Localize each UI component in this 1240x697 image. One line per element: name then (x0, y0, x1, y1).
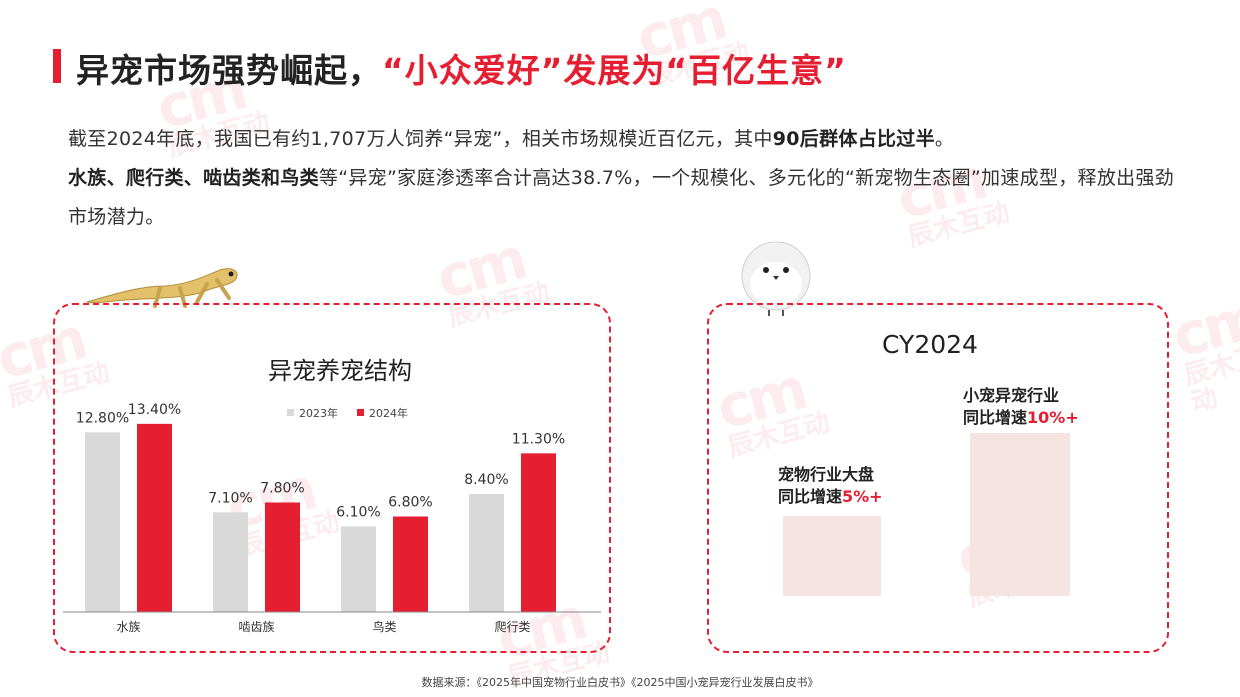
chart-legend: 2023年 2024年 (287, 406, 408, 420)
intro-line2-b: 等“异宠”家庭渗透率合计高达38.7%，一个规模化、多元化的“新宠物生态圈”加速… (68, 167, 1175, 228)
category-label-3: 爬行类 (494, 620, 530, 634)
data-label-2-1: 6.80% (388, 495, 432, 511)
title-accent-bar (53, 49, 61, 83)
chart-panel (53, 303, 611, 653)
bar-0-1 (137, 423, 172, 612)
chart-title: 异宠养宠结构 (268, 357, 412, 385)
pet-industry-line2: 同比增速 (778, 487, 843, 506)
pet-industry-label: 宠物行业大盘 同比增速5%+ (778, 464, 883, 508)
bar-1-1 (265, 502, 300, 612)
exotic-pet-label: 小宠异宠行业 同比增速10%+ (963, 385, 1079, 429)
gecko-illustration (85, 268, 238, 308)
bar-2-1 (393, 516, 428, 612)
page-title: 异宠市场强势崛起，“小众爱好”发展为“百亿生意” (76, 44, 847, 92)
title-part1: 异宠市场强势崛起， (76, 51, 382, 90)
bar-chart: 异宠养宠结构 2023年 2024年 12.80%13.40% 水族 7.10% 7.8… (63, 357, 601, 634)
bird-illustration (741, 241, 811, 316)
intro-line1-c: 。 (934, 128, 955, 150)
legend-swatch-0 (287, 409, 294, 416)
data-label-0-0: 12.80% (76, 410, 129, 426)
bar-0-0 (85, 432, 120, 612)
bar-2-0 (341, 526, 376, 612)
data-label-1-0: 7.10% (208, 490, 252, 506)
intro-paragraph: 截至2024年底，我国已有约1,707万人饲养“异宠”，相关市场规模近百亿元，其… (68, 120, 1188, 237)
growth-title: CY2024 (882, 330, 978, 359)
title-part2: “小众爱好”发展为“百亿生意” (382, 51, 847, 90)
data-label-3-0: 8.40% (464, 472, 508, 488)
pet-industry-value: 5%+ (842, 487, 883, 506)
pet-industry-block (783, 516, 881, 596)
exotic-pet-block (970, 433, 1070, 596)
bar-3-1 (521, 453, 556, 612)
category-label-2: 鸟类 (372, 619, 396, 634)
pet-industry-line1: 宠物行业大盘 (778, 465, 875, 484)
data-label-1-1: 7.80% (260, 480, 304, 496)
exotic-pet-value: 10%+ (1027, 408, 1079, 427)
intro-line1-a: 截至2024年底，我国已有约1,707万人饲养“异宠”，相关市场规模近百亿元，其… (68, 128, 773, 150)
legend-swatch-1 (357, 409, 364, 416)
chart-bars: 12.80%13.40% 水族 7.10% 7.80% 啮齿族 6.10% 6.80% 鸟类 8… (76, 402, 565, 634)
category-label-1: 啮齿族 (238, 620, 274, 634)
legend-label-1: 2024年 (369, 406, 408, 420)
intro-line1-b: 90后群体占比过半 (772, 128, 935, 150)
bar-3-0 (469, 494, 504, 612)
exotic-pet-line1: 小宠异宠行业 (963, 386, 1060, 405)
intro-line2-a: 水族、爬行类、啮齿类和鸟类 (68, 167, 319, 189)
exotic-pet-line2: 同比增速 (963, 408, 1028, 427)
growth-panel (707, 303, 1169, 653)
data-label-0-1: 13.40% (128, 402, 181, 418)
bar-1-0 (213, 512, 248, 612)
data-label-2-0: 6.10% (336, 504, 380, 520)
legend-label-0: 2023年 (299, 406, 338, 420)
data-label-3-1: 11.30% (512, 431, 565, 447)
category-label-0: 水族 (116, 620, 140, 634)
data-source: 数据来源：《2025年中国宠物行业白皮书》《2025中国小宠异宠行业发展白皮书》 (421, 676, 819, 689)
